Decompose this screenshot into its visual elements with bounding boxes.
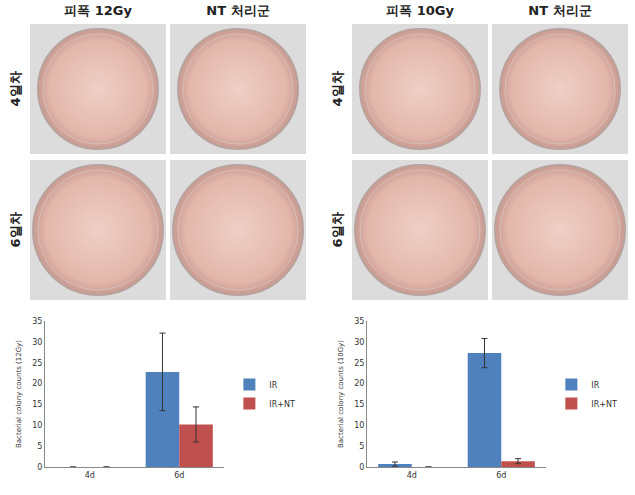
svg-text:10: 10	[354, 421, 364, 430]
svg-text:6d: 6d	[496, 471, 506, 480]
svg-text:15: 15	[354, 400, 364, 409]
svg-text:4d: 4d	[407, 471, 417, 480]
svg-text:25: 25	[354, 359, 364, 368]
svg-text:6일차: 6일차	[8, 212, 23, 247]
svg-text:피폭 10Gy: 피폭 10Gy	[386, 3, 454, 18]
svg-text:NT 처리군: NT 처리군	[206, 3, 269, 18]
svg-text:NT 처리군: NT 처리군	[528, 3, 591, 18]
svg-text:4일차: 4일차	[330, 71, 345, 106]
svg-text:Bacterial colony counts (10Gy): Bacterial colony counts (10Gy)	[337, 340, 345, 448]
svg-text:10: 10	[32, 421, 42, 430]
svg-text:20: 20	[32, 379, 42, 388]
svg-text:30: 30	[32, 338, 42, 347]
svg-text:IR+NT: IR+NT	[591, 400, 617, 409]
svg-text:6d: 6d	[174, 471, 184, 480]
svg-text:IR: IR	[269, 381, 277, 390]
svg-text:35: 35	[32, 317, 42, 326]
svg-text:Bacterial colony counts (12Gy): Bacterial colony counts (12Gy)	[15, 340, 23, 448]
svg-text:6일차: 6일차	[330, 212, 345, 247]
svg-text:15: 15	[32, 400, 42, 409]
svg-text:0: 0	[37, 463, 42, 472]
svg-text:30: 30	[354, 338, 364, 347]
svg-text:IR+NT: IR+NT	[269, 400, 295, 409]
svg-text:5: 5	[37, 442, 42, 451]
svg-text:4일차: 4일차	[8, 71, 23, 106]
svg-text:0: 0	[359, 463, 364, 472]
svg-text:피폭 12Gy: 피폭 12Gy	[64, 3, 132, 18]
svg-text:IR: IR	[591, 381, 599, 390]
svg-text:5: 5	[359, 442, 364, 451]
svg-text:4d: 4d	[85, 471, 95, 480]
svg-text:20: 20	[354, 379, 364, 388]
svg-text:35: 35	[354, 317, 364, 326]
svg-text:25: 25	[32, 359, 42, 368]
